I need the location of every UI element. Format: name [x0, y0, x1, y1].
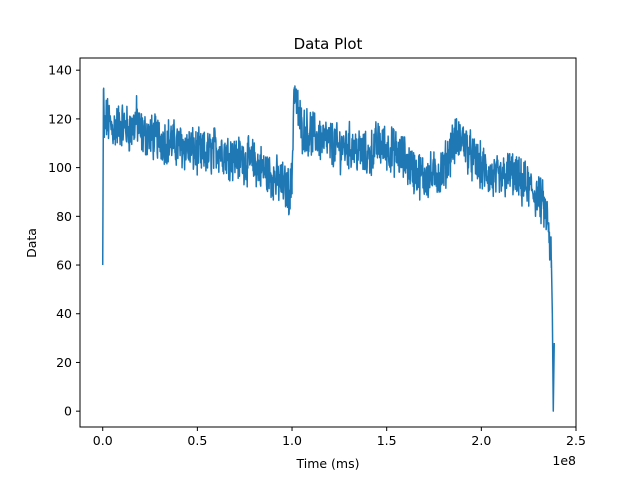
y-tick-label: 0 [64, 404, 72, 419]
y-tick-label: 80 [56, 209, 72, 224]
y-tick-label: 20 [56, 355, 72, 370]
y-axis: 0 20 40 60 80 100 120 140 [48, 63, 80, 419]
y-tick-label: 140 [48, 63, 72, 78]
y-tick-label: 120 [48, 111, 72, 126]
x-axis-label: Time (ms) [295, 456, 359, 471]
plot-area [101, 85, 555, 412]
x-tick-label: 0.0 [93, 433, 113, 448]
axes-frame [79, 57, 577, 428]
x-tick-label: 1.0 [282, 433, 302, 448]
chart-title: Data Plot [294, 35, 363, 53]
x-tick-label: 2.5 [566, 433, 586, 448]
x-axis-offset-label: 1e8 [552, 453, 576, 468]
x-tick-label: 0.5 [187, 433, 207, 448]
y-tick-label: 40 [56, 306, 72, 321]
x-axis: 0.0 0.5 1.0 1.5 2.0 2.5 [93, 427, 586, 448]
y-tick-label: 100 [48, 160, 72, 175]
x-tick-label: 1.5 [377, 433, 397, 448]
x-tick-label: 2.0 [471, 433, 491, 448]
y-tick-label: 60 [56, 258, 72, 273]
series-line [101, 85, 555, 412]
y-axis-label: Data [24, 228, 39, 258]
